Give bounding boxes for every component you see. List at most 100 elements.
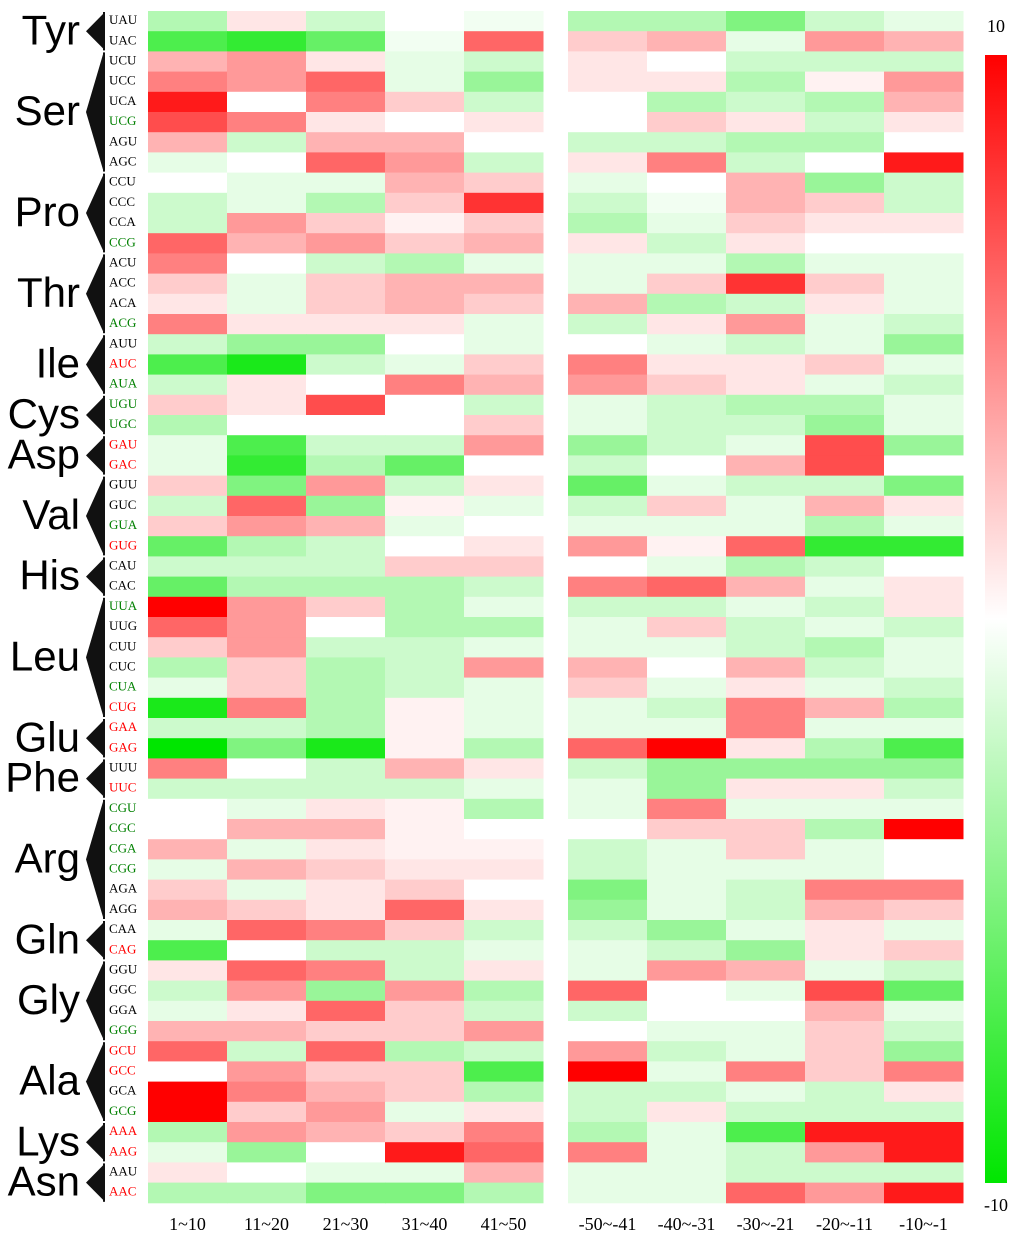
heatmap-cell xyxy=(726,899,806,921)
heatmap-cell xyxy=(884,71,964,93)
heatmap-cell xyxy=(464,637,544,658)
heatmap-cell xyxy=(306,51,386,73)
heatmap-cell xyxy=(227,1041,307,1062)
heatmap-cell xyxy=(884,536,964,557)
heatmap-cell xyxy=(884,1000,964,1022)
codon-label: CGG xyxy=(109,860,136,875)
heatmap-cell xyxy=(385,273,465,295)
heatmap-cell xyxy=(464,940,544,961)
heatmap-cell xyxy=(227,374,307,396)
heatmap-cell xyxy=(568,132,648,153)
heatmap-cell xyxy=(568,192,648,214)
heatmap-cell xyxy=(805,778,885,800)
heatmap-cell xyxy=(805,980,885,1002)
heatmap-cell xyxy=(726,495,806,517)
heatmap-cell xyxy=(385,253,465,275)
heatmap-cell xyxy=(805,859,885,881)
heatmap-cell xyxy=(306,879,386,901)
codon-label: CAC xyxy=(109,578,136,593)
heatmap-cell xyxy=(805,677,885,699)
heatmap-cell xyxy=(726,1101,806,1123)
heatmap-cell xyxy=(568,738,648,759)
heatmap-cell xyxy=(884,697,964,719)
heatmap-cell xyxy=(726,718,806,739)
heatmap-cell xyxy=(568,1182,648,1204)
heatmap-cell xyxy=(647,293,727,315)
heatmap-cell xyxy=(464,839,544,860)
heatmap-cell xyxy=(647,536,727,557)
heatmap-cell xyxy=(464,657,544,679)
heatmap-cell xyxy=(148,859,228,881)
heatmap-cell xyxy=(385,798,465,820)
heatmap-cell xyxy=(647,1182,727,1204)
group-bracket xyxy=(86,801,103,917)
heatmap-cell xyxy=(464,576,544,598)
heatmap-cell xyxy=(568,819,648,840)
heatmap-cell xyxy=(884,859,964,881)
heatmap-cell xyxy=(568,758,648,780)
heatmap-cell xyxy=(464,1061,544,1083)
group-bracket xyxy=(86,761,103,796)
heatmap-cell xyxy=(568,91,648,113)
heatmap-cell xyxy=(464,132,544,153)
heatmap-cell xyxy=(568,213,648,234)
heatmap-cell xyxy=(227,697,307,719)
heatmap-cell xyxy=(568,31,648,52)
heatmap-cell xyxy=(884,1081,964,1103)
x-tick-label: -10~-1 xyxy=(899,1214,948,1234)
heatmap-cell xyxy=(148,940,228,961)
group-bracket xyxy=(86,175,103,251)
heatmap-cell xyxy=(306,1000,386,1022)
group-bracket xyxy=(86,256,103,332)
heatmap-cell xyxy=(726,11,806,32)
heatmap-cell xyxy=(884,899,964,921)
heatmap-cell xyxy=(647,415,727,436)
heatmap-cell xyxy=(726,819,806,840)
heatmap-cell xyxy=(227,879,307,901)
heatmap-cell xyxy=(884,617,964,638)
heatmap-cell xyxy=(805,1122,885,1143)
heatmap-cell xyxy=(148,192,228,214)
heatmap-cell xyxy=(884,1101,964,1123)
codon-label: GGC xyxy=(109,982,136,997)
heatmap-cell xyxy=(884,920,964,941)
heatmap-cell xyxy=(227,475,307,497)
heatmap-cell xyxy=(385,91,465,113)
heatmap-cell xyxy=(306,192,386,214)
heatmap-cell xyxy=(385,455,465,477)
heatmap-cell xyxy=(148,475,228,497)
heatmap-cell xyxy=(464,536,544,557)
codon-label: CCG xyxy=(109,234,136,249)
heatmap-cell xyxy=(805,91,885,113)
heatmap-cell xyxy=(805,152,885,174)
heatmap-cell xyxy=(385,556,465,578)
heatmap-cell xyxy=(647,1000,727,1022)
heatmap-cell xyxy=(148,960,228,982)
heatmap-cell xyxy=(464,738,544,759)
heatmap-cell xyxy=(306,71,386,93)
heatmap-cell xyxy=(726,455,806,477)
heatmap-cell xyxy=(726,293,806,315)
heatmap-cell xyxy=(148,132,228,153)
heatmap-cell xyxy=(568,51,648,73)
heatmap-cell xyxy=(805,314,885,335)
x-tick-label: 1~10 xyxy=(169,1214,206,1234)
heatmap-cell xyxy=(306,556,386,578)
heatmap-cell xyxy=(306,415,386,436)
heatmap-cell xyxy=(385,1041,465,1062)
heatmap-cell xyxy=(568,1162,648,1184)
heatmap-cell xyxy=(884,435,964,456)
heatmap-cell xyxy=(148,516,228,537)
heatmap-cell xyxy=(306,940,386,961)
heatmap-cell xyxy=(464,31,544,52)
heatmap-cell xyxy=(385,738,465,759)
heatmap-cell xyxy=(464,435,544,456)
heatmap-cell xyxy=(647,596,727,618)
heatmap-cell xyxy=(647,960,727,982)
heatmap-cell xyxy=(568,516,648,537)
heatmap-cell xyxy=(726,213,806,234)
heatmap-cell xyxy=(385,657,465,679)
heatmap-cell xyxy=(647,233,727,254)
heatmap-cell xyxy=(464,556,544,578)
